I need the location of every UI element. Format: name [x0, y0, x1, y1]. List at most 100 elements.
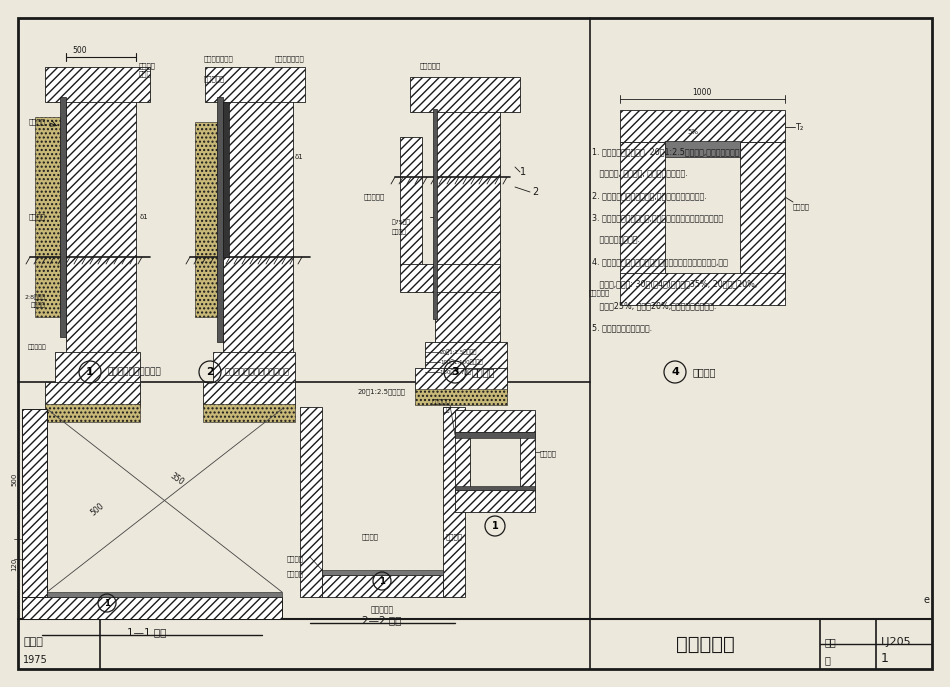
Bar	[520, 432, 535, 492]
Bar	[620, 110, 785, 142]
Text: 沥青防潮层: 沥青防潮层	[204, 76, 225, 82]
Bar	[415, 368, 507, 392]
Text: 地自配,配合比: 30号(旧4号)石油沥青35%, 20号机油20%,: 地自配,配合比: 30号(旧4号)石油沥青35%, 20号机油20%,	[592, 279, 757, 288]
Text: 1. 地下室外墙防潮做法, 20厚1:2.5水泥砂浆,冷底子油一遍熟: 1. 地下室外墙防潮做法, 20厚1:2.5水泥砂浆,冷底子油一遍熟	[592, 147, 739, 156]
Text: 沥青腻填膏: 沥青腻填膏	[431, 399, 450, 405]
Text: 水泥砂浆: 水泥砂浆	[139, 63, 156, 69]
Text: 1: 1	[492, 521, 499, 531]
Text: 1: 1	[520, 167, 526, 177]
Bar	[433, 109, 437, 319]
Bar	[55, 352, 140, 387]
Text: 外墙防潮: 外墙防潮	[287, 571, 304, 577]
Bar	[620, 142, 665, 277]
Text: 5. 未注明部分详具体设计.: 5. 未注明部分详具体设计.	[592, 323, 652, 332]
Bar	[443, 407, 465, 597]
Bar	[455, 486, 535, 490]
Text: 渡前详具体设计: 渡前详具体设计	[204, 56, 234, 62]
Text: 塞实: 塞实	[443, 407, 450, 413]
Text: 外墙防潮: 外墙防潮	[362, 534, 379, 540]
Text: 500: 500	[88, 501, 105, 517]
Bar	[47, 592, 282, 597]
Bar	[620, 273, 785, 305]
Text: δ1: δ1	[295, 154, 304, 160]
Text: 150厚 3:7灰土: 150厚 3:7灰土	[440, 370, 471, 375]
Text: 5%: 5%	[688, 129, 698, 135]
Text: 1000: 1000	[693, 88, 712, 97]
Text: 沥青二道, 至散水底, 外墙等详具体设计.: 沥青二道, 至散水底, 外墙等详具体设计.	[592, 169, 688, 178]
Text: 通用图: 通用图	[23, 637, 43, 647]
Bar	[213, 352, 295, 387]
Bar	[322, 570, 443, 575]
Text: 1: 1	[881, 652, 889, 665]
Text: 墙身防潮（特殊要求较高时）: 墙身防潮（特殊要求较高时）	[225, 368, 290, 376]
Text: 墙身防潮（一般要求）: 墙身防潮（一般要求）	[108, 368, 162, 376]
Text: 外墙防潮: 外墙防潮	[29, 119, 46, 125]
Bar	[22, 409, 47, 619]
Text: 外墙防潮: 外墙防潮	[287, 556, 304, 562]
Bar	[45, 382, 140, 407]
Bar	[300, 407, 322, 597]
Text: 窗井防潮: 窗井防潮	[472, 367, 496, 377]
Text: 地下室墙壁: 地下室墙壁	[589, 290, 610, 296]
Bar	[322, 575, 443, 597]
Text: 详屋盖设计: 详屋盖设计	[420, 63, 441, 69]
Text: 4: 4	[671, 367, 679, 377]
Bar	[45, 404, 140, 422]
Bar	[195, 122, 217, 317]
Text: δ1: δ1	[140, 214, 149, 220]
Text: 用细石混凝土塞牢.: 用细石混凝土塞牢.	[592, 235, 640, 244]
Bar	[66, 97, 136, 357]
Bar	[415, 389, 507, 405]
Text: 接下水道: 接下水道	[392, 229, 407, 235]
Bar	[740, 142, 785, 277]
Text: 滑石粉25%, 石棉绒20%,应符合设计技术条件.: 滑石粉25%, 石棉绒20%,应符合设计技术条件.	[592, 301, 716, 310]
Text: 2: 2	[206, 367, 214, 377]
Bar	[205, 67, 305, 102]
Text: 编号: 编号	[825, 637, 837, 647]
Text: 2. 地下室外墙必须灰浆饱满,基槽回填土应分层夯实.: 2. 地下室外墙必须灰浆饱满,基槽回填土应分层夯实.	[592, 191, 707, 200]
Bar	[400, 137, 422, 267]
Text: 地下室外墙: 地下室外墙	[370, 605, 393, 614]
Text: 100厚1:100素混凝土: 100厚1:100素混凝土	[440, 359, 483, 365]
Text: 1—1 剖面: 1—1 剖面	[127, 627, 166, 637]
Bar	[665, 141, 740, 157]
Bar	[455, 410, 535, 432]
Text: 渡前详具体设计: 渡前详具体设计	[275, 56, 305, 62]
Text: 3: 3	[451, 367, 459, 377]
Bar	[45, 67, 150, 102]
Text: 中75铁管: 中75铁管	[392, 219, 411, 225]
Text: 1975: 1975	[23, 655, 48, 665]
Text: 20厚1:2.5水泥砂浆: 20厚1:2.5水泥砂浆	[440, 350, 477, 355]
Bar	[455, 432, 470, 492]
Text: 外墙防潮: 外墙防潮	[540, 451, 557, 458]
Text: 防潮层: 防潮层	[139, 70, 152, 77]
Text: 页: 页	[825, 655, 831, 665]
Text: 同墙面防潮: 同墙面防潮	[28, 344, 46, 350]
Bar	[60, 97, 66, 337]
Text: 沟道入口: 沟道入口	[693, 367, 716, 377]
Text: 外墙防潮: 外墙防潮	[446, 534, 463, 540]
Text: e: e	[924, 595, 930, 605]
Bar	[217, 97, 223, 342]
Text: 2:8灰土或: 2:8灰土或	[25, 294, 46, 300]
Text: 2—2 剖面: 2—2 剖面	[362, 615, 402, 625]
Text: 500: 500	[11, 473, 17, 486]
Bar	[400, 264, 500, 292]
Bar	[455, 490, 535, 512]
Text: 1: 1	[104, 598, 110, 607]
Bar	[35, 117, 60, 317]
Text: 粗土夯实: 粗土夯实	[31, 302, 46, 308]
Bar	[223, 102, 229, 257]
Text: 2: 2	[532, 187, 538, 197]
Text: LJ205: LJ205	[881, 637, 912, 647]
Text: 1: 1	[379, 576, 385, 585]
Text: 沟道防潮: 沟道防潮	[793, 203, 810, 210]
Text: 3. 管道穿墙时应予留孔洞,在外墙粉刷前应先将管道安装好并: 3. 管道穿墙时应予留孔洞,在外墙粉刷前应先将管道安装好并	[592, 213, 723, 222]
Text: 地下室防潮: 地下室防潮	[675, 635, 734, 653]
Text: 1: 1	[86, 367, 94, 377]
Bar	[455, 432, 535, 438]
Text: 120: 120	[11, 557, 17, 571]
Bar	[435, 102, 500, 347]
Bar	[410, 77, 520, 112]
Text: T₂: T₂	[795, 122, 804, 131]
